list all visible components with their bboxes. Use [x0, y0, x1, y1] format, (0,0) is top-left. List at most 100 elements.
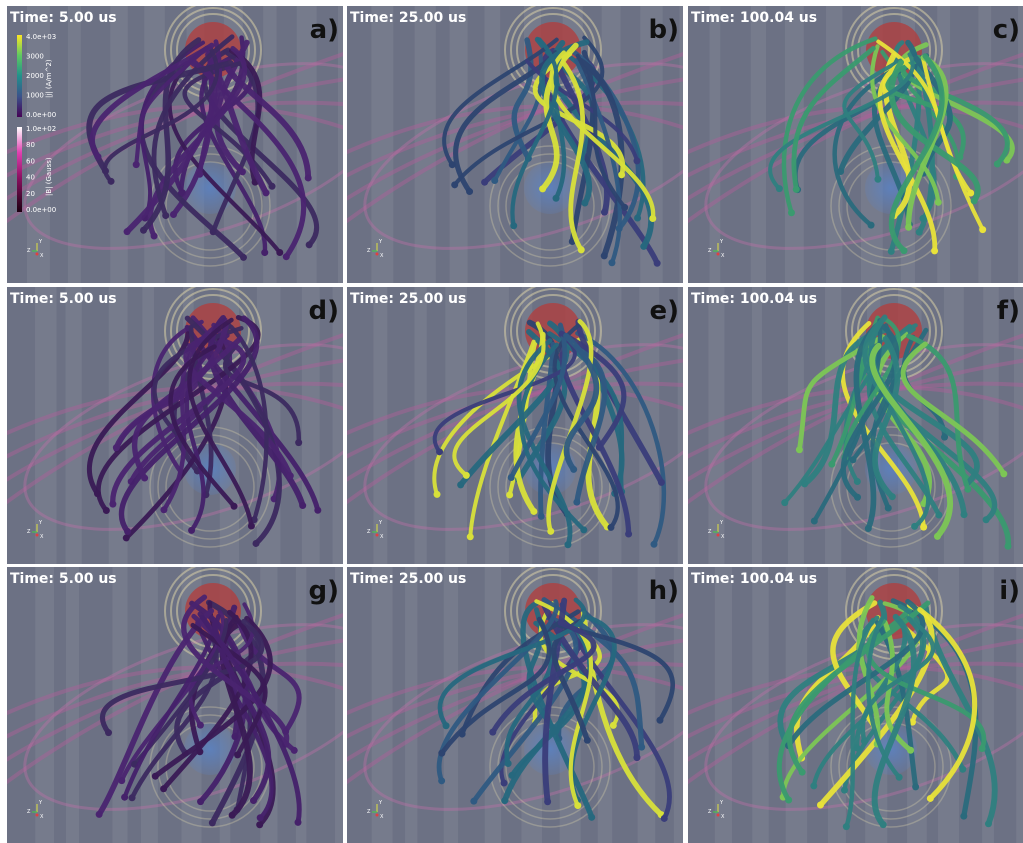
panel-label: d)	[309, 296, 340, 326]
stream-tube	[118, 315, 260, 535]
tube-end	[888, 493, 896, 501]
axes-triad: Z Y X	[27, 520, 44, 540]
background-band	[679, 6, 683, 283]
stream-tube	[168, 344, 237, 509]
axis-x	[716, 813, 720, 817]
stream-tube	[534, 599, 594, 808]
tube-end	[609, 721, 617, 729]
stream-tube	[563, 332, 600, 473]
background-band	[67, 6, 81, 283]
stream-tube	[229, 324, 269, 522]
panel-content: Z Y X Time: 25.00 us b)	[347, 6, 683, 283]
tube-end	[197, 798, 205, 806]
background-band	[373, 287, 388, 564]
panel: Z Y X Time: 5.00 us d)	[7, 287, 343, 564]
colorbar-j	[17, 35, 22, 117]
time-label: Time: 25.00 us	[350, 10, 466, 26]
stream-tube	[151, 34, 235, 219]
time-label: Time: 25.00 us	[350, 571, 466, 587]
tube-end	[107, 177, 115, 185]
tube-end	[775, 185, 783, 193]
tube-end	[854, 493, 862, 501]
panel: Z Y X Time: 100.04 us i)	[688, 567, 1023, 843]
axis-label: X	[380, 814, 384, 820]
background-band	[337, 6, 343, 283]
tube-end	[595, 443, 603, 451]
stream-tube	[796, 334, 886, 453]
stream-tube	[768, 52, 915, 191]
stream-tube	[569, 49, 596, 245]
stream-tube	[856, 595, 881, 747]
axis-label: X	[721, 253, 725, 259]
colorbar-tick-label: 20	[26, 190, 35, 198]
tube-end	[842, 823, 850, 831]
axis-label: Y	[719, 520, 724, 526]
tube-end	[169, 210, 177, 218]
stream-tube	[510, 37, 560, 228]
panel-content: Z Y X Time: 5.00 us g)	[7, 567, 343, 843]
tube-end	[238, 168, 246, 176]
tube-end	[481, 178, 489, 186]
tube-end	[864, 524, 872, 532]
background-band	[750, 6, 767, 283]
background-band	[414, 6, 436, 283]
tube-end	[500, 779, 508, 787]
axis-label: Z	[27, 809, 31, 815]
background-band	[35, 287, 57, 564]
tube-end	[798, 768, 806, 776]
tube-end	[574, 802, 582, 810]
tube-end	[887, 247, 895, 255]
stream-tube	[221, 59, 312, 181]
tube-end	[860, 737, 868, 745]
background-band	[443, 567, 459, 843]
tube-end	[151, 772, 159, 780]
panel-content: Z Y X Time: 25.00 us h)	[347, 567, 683, 843]
axis-label: Z	[27, 529, 31, 535]
axis-label: Z	[708, 248, 712, 254]
tube-end	[451, 181, 459, 189]
field-loop	[688, 358, 1023, 482]
stream-tube	[119, 609, 226, 783]
tube-end	[268, 182, 276, 190]
background-band	[751, 287, 762, 564]
axes-triad: Z Y X	[367, 239, 384, 259]
stream-tube	[437, 597, 587, 729]
stream-tube	[181, 594, 290, 747]
tube-end	[588, 813, 596, 821]
tube-end	[462, 471, 470, 479]
background-band	[709, 6, 721, 283]
tube-end	[638, 743, 646, 751]
stream-tube	[917, 607, 978, 802]
ring	[838, 153, 944, 259]
tube-end	[1000, 470, 1008, 478]
tube-end	[247, 522, 255, 530]
axis-label: Y	[38, 239, 43, 245]
background-band	[445, 287, 468, 564]
field-loop	[7, 661, 343, 739]
stream-tube	[906, 333, 971, 492]
tube-end	[304, 174, 312, 182]
tube-end	[967, 189, 975, 197]
tube-end	[608, 259, 616, 267]
axes-triad: Z Y X	[367, 520, 384, 540]
stream-tube	[869, 342, 954, 540]
stream-tube	[791, 45, 876, 192]
panel-label: i)	[999, 576, 1020, 606]
stream-tube	[877, 56, 938, 254]
panel-label: f)	[997, 296, 1020, 326]
tube-end	[442, 722, 450, 730]
tube-end	[653, 259, 661, 267]
panel-label: b)	[649, 15, 680, 45]
axis-x	[716, 533, 720, 537]
stream-tube	[872, 335, 901, 500]
tube-end	[785, 796, 793, 804]
tube-end	[295, 439, 303, 447]
tube-end	[660, 814, 668, 822]
axes-triad: Z Y X	[708, 520, 725, 540]
axis-label: Z	[367, 529, 371, 535]
axis-label: X	[721, 814, 725, 820]
stream-tube	[785, 598, 926, 749]
tube-end	[123, 228, 131, 236]
tube-end	[837, 168, 845, 176]
panel-content: Z Y X Time: 5.00 us d)	[7, 287, 343, 564]
